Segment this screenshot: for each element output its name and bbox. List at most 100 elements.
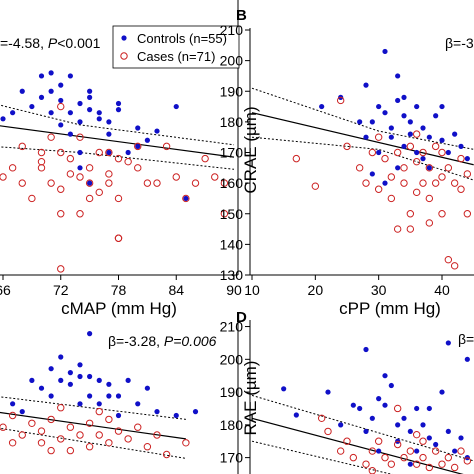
panel-d-case-point	[374, 437, 383, 445]
panel-b-case-point	[450, 179, 459, 187]
panel-c-control-point	[115, 412, 122, 419]
panel-d-y-tick-label: 180	[220, 417, 244, 433]
panel-b-x-tick-label: 10	[244, 282, 260, 298]
panel-d-case-point	[324, 427, 332, 436]
panel-c-control-point	[10, 401, 16, 407]
panel-c-control-point	[173, 412, 179, 419]
panel-a-case-point	[124, 157, 132, 166]
panel-a-case-point	[76, 173, 84, 181]
panel-a-x-tick-label: 66	[0, 282, 11, 298]
panel-a-p-value: <0.001	[57, 35, 100, 51]
panel-a-case-point	[37, 148, 46, 157]
panel-c-case-point	[66, 423, 75, 431]
panel-b-case-point	[400, 179, 408, 187]
panel-b-case-point	[393, 148, 402, 157]
panel-c-control-point	[48, 393, 54, 399]
panel-d-case-point	[406, 447, 415, 455]
panel-d-case-point	[412, 430, 421, 439]
panel-b-case-point	[419, 179, 427, 187]
panel-c-control-point	[87, 393, 93, 399]
panel-d-case-point	[349, 453, 358, 462]
panel-d-y-tick-label: 190	[220, 384, 244, 400]
panel-d-case-point	[362, 460, 370, 468]
panel-a-case-point	[182, 194, 190, 203]
panel-a-control-point	[144, 137, 150, 143]
panel-b-case-point	[412, 188, 421, 197]
panel-a-case-point	[105, 148, 113, 157]
panel-d-control-point	[338, 422, 344, 428]
panel-a-case-point	[114, 234, 123, 242]
panel-b-case-point	[457, 154, 465, 163]
panel-c-stats-annotation: β=-3.28, P=0.006	[108, 333, 217, 349]
panel-a-case-point	[191, 179, 200, 187]
panel-d-control-point	[388, 382, 394, 389]
panel-c-control-point	[77, 401, 83, 407]
panel-b-y-axis-title: CRAE (µm)	[241, 106, 260, 193]
panel-b-y-tick-label: 210	[220, 22, 244, 38]
panel-a-case-point	[0, 173, 7, 181]
panel-a-control-point	[58, 82, 64, 88]
panel-b-control-point	[433, 113, 439, 119]
panel-b-control-point	[388, 125, 394, 131]
panel-a-control-point	[173, 103, 179, 110]
panel-a-case-point	[220, 179, 229, 187]
panel-d-control-point	[445, 428, 451, 435]
panel-a-control-point	[96, 110, 102, 116]
panel-b-case-point	[438, 173, 446, 181]
panel-b-y-tick-label: 150	[220, 206, 244, 222]
panel-b-control-point	[420, 156, 426, 162]
panel-d-control-point	[407, 461, 413, 467]
panel-b-control-point	[464, 156, 470, 162]
panel-a-case-point	[47, 133, 55, 141]
panel-b-control-point	[382, 180, 388, 186]
panel-d-ci-lower-line	[251, 440, 393, 474]
panel-b-case-point	[425, 194, 434, 203]
panel-a-case-point	[76, 210, 84, 218]
panel-d-control-point	[395, 422, 401, 428]
panel-b-control-point	[452, 131, 458, 137]
panel-b-control-point	[407, 131, 413, 137]
panel-c-case-point	[76, 431, 84, 439]
panel-c-control-point	[192, 409, 199, 415]
panel-b-y-tick-label: 200	[220, 53, 244, 69]
legend-cases-label: Cases (n=71)	[137, 49, 215, 64]
panel-b-case-point	[374, 133, 383, 141]
panel-b-case-point	[336, 96, 345, 105]
panel-d-case-point	[463, 457, 472, 465]
panel-b-stats-annotation: β=-3.8	[445, 35, 474, 51]
panel-a-control-point	[154, 128, 160, 134]
panel-a-control-point	[106, 119, 112, 125]
panel-c-control-point	[115, 393, 122, 399]
panel-b-case-point	[406, 210, 415, 218]
panel-d-control-point	[407, 428, 413, 435]
panel-a-x-ticks: 66 72 78 84 90	[0, 275, 242, 298]
panel-d-control-point	[420, 422, 426, 428]
panel-d-fit-line	[251, 417, 464, 474]
panel-d-control-point	[382, 373, 388, 379]
panel-d-control-point	[357, 405, 363, 412]
panel-c-case-point	[182, 439, 190, 447]
panel-d-case-point	[431, 447, 440, 455]
panel-b-case-point	[400, 164, 408, 172]
panel-d-letter: D	[236, 309, 247, 326]
panel-b-control-point	[439, 137, 445, 143]
panel-b-case-point	[450, 262, 459, 270]
panel-d-y-tick-label: 200	[220, 351, 244, 367]
panel-d-control-point	[325, 389, 331, 395]
panel-a-control-point	[77, 149, 83, 156]
panel-b-control-point	[395, 73, 401, 79]
panel-c-plot-area	[0, 331, 199, 459]
panel-a-control-point	[77, 165, 83, 171]
panel-d-control-point	[376, 448, 382, 454]
panel-d-case-point	[381, 453, 389, 462]
panel-a-stats-annotation: =-4.58, P<0.001	[0, 35, 101, 51]
panel-c-control-point	[58, 354, 64, 360]
panel-d-control-point	[426, 405, 432, 412]
panel-a-control-point	[77, 119, 83, 125]
panel-a-control-point	[67, 73, 73, 79]
panel-d-case-point	[343, 437, 351, 445]
panel-a-case-point	[220, 210, 229, 218]
panel-a-control-point	[183, 195, 189, 202]
panel-c-case-point	[57, 404, 65, 412]
panel-c-p-value: P=0.006	[164, 333, 217, 349]
